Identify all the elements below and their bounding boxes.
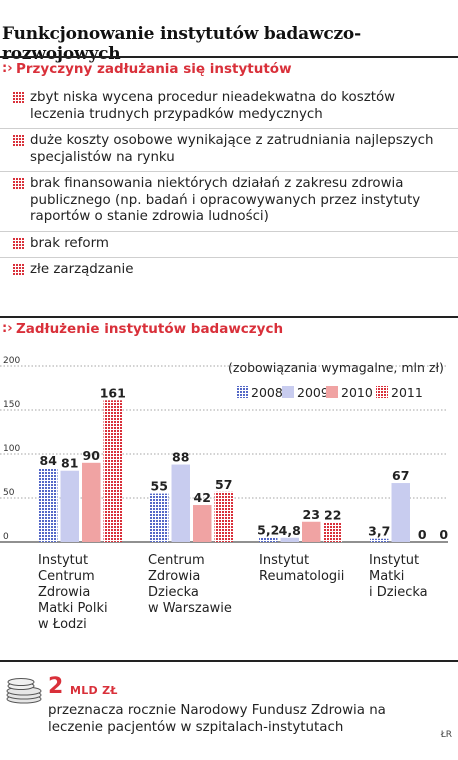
- legend-swatch: [326, 386, 338, 398]
- reasons-section-header: :› Przyczyny zadłużania się instytutów: [0, 56, 458, 78]
- category-label-line: Matki: [369, 569, 404, 584]
- debt-chart: 0 50 100 150 200 (zobowiązania wymagalne, ml…: [0, 356, 449, 632]
- chart-bars: [39, 400, 410, 542]
- category-label: Instytut Matki i Dziecka: [369, 553, 428, 600]
- data-label: 88: [172, 450, 189, 465]
- fund-unit: MLD ZŁ: [70, 684, 118, 697]
- data-label: 161: [100, 385, 126, 400]
- category-label: Instytut Reumatologii: [259, 553, 344, 584]
- data-label: 81: [61, 456, 78, 471]
- fund-value: 2: [48, 674, 64, 699]
- chart-unit-note: (zobowiązania wymagalne, mln zł): [228, 360, 444, 375]
- data-label: 42: [194, 490, 211, 505]
- grid-bullet-icon: [13, 178, 24, 189]
- fund-description: przeznacza rocznie Narodowy Fundusz Zdro…: [48, 703, 386, 735]
- bar-2010: [193, 505, 212, 542]
- bar-2011: [103, 400, 122, 542]
- section-marker-icon: :›: [2, 321, 13, 336]
- legend-label: 2008: [251, 385, 283, 400]
- legend-label: 2009: [297, 385, 329, 400]
- bar-2008: [259, 537, 278, 542]
- bar-2010: [302, 521, 321, 542]
- reason-item: złe zarządzanie: [0, 258, 458, 284]
- reason-text: złe zarządzanie: [30, 262, 134, 277]
- category-label-line: Instytut: [259, 553, 309, 568]
- section-marker-icon: :›: [2, 61, 13, 76]
- y-tick-label: 100: [3, 444, 20, 454]
- bar-2008: [150, 493, 169, 542]
- bar-2009: [280, 537, 299, 542]
- y-tick-label: 150: [3, 400, 20, 410]
- reasons-list: zbyt niska wycena procedur nieadekwatna …: [0, 86, 458, 284]
- reason-item: brak reform: [0, 232, 458, 258]
- grid-bullet-icon: [13, 264, 24, 275]
- category-label: Centrum Zdrowia Dziecka w Warszawie: [148, 553, 232, 616]
- data-label: 55: [151, 479, 168, 494]
- legend-swatch: [236, 386, 248, 398]
- grid-bullet-icon: [13, 92, 24, 103]
- data-label: 57: [215, 477, 232, 492]
- category-label-line: Zdrowia: [38, 585, 90, 600]
- coins-icon: [6, 678, 42, 704]
- reason-text: duże koszty osobowe wynikające z zatrudn…: [30, 133, 434, 165]
- reason-item: zbyt niska wycena procedur nieadekwatna …: [0, 86, 458, 129]
- category-label-line: Matki Polki: [38, 601, 108, 616]
- data-label: 90: [83, 448, 101, 463]
- category-label-line: Reumatologii: [259, 569, 344, 584]
- legend-swatch: [282, 386, 294, 398]
- data-label: 0: [439, 527, 448, 542]
- category-label-line: i Dziecka: [369, 585, 428, 600]
- category-label-line: Zdrowia: [148, 569, 200, 584]
- data-label: 84: [40, 453, 58, 468]
- author-credit: ŁR: [440, 730, 452, 740]
- y-tick-label: 50: [3, 488, 15, 498]
- reason-text: brak finansowania niektórych działań z z…: [30, 176, 421, 224]
- data-label: 0: [418, 527, 427, 542]
- debt-section-header: :› Zadłużenie instytutów badawczych: [0, 316, 458, 338]
- reason-item: brak finansowania niektórych działań z z…: [0, 172, 458, 232]
- y-tick-label: 0: [3, 532, 9, 542]
- category-label-line: Instytut: [369, 553, 419, 568]
- data-label: 22: [324, 508, 341, 523]
- data-label: 3,7: [368, 524, 390, 539]
- category-label: Instytut Centrum Zdrowia Matki Polki w Łodzi: [38, 553, 108, 632]
- grid-bullet-icon: [13, 135, 24, 146]
- debt-heading: Zadłużenie instytutów badawczych: [16, 321, 284, 337]
- bar-2009: [391, 483, 410, 542]
- reason-text: zbyt niska wycena procedur nieadekwatna …: [30, 90, 396, 122]
- category-label-line: Centrum: [38, 569, 95, 584]
- page-title: Funkcjonowanie instytutów badawczo-rozwo…: [2, 24, 361, 64]
- bar-2011: [323, 522, 342, 542]
- data-label: 4,8: [279, 523, 301, 538]
- bar-2011: [214, 491, 233, 542]
- bar-2010: [82, 462, 101, 542]
- category-label-line: w Łodzi: [38, 617, 87, 632]
- data-label: 67: [392, 468, 409, 483]
- legend-swatch: [376, 386, 388, 398]
- category-label-line: Centrum: [148, 553, 205, 568]
- data-label: 23: [303, 507, 320, 522]
- chart-legend: 2008 2009 2010 2011: [236, 385, 423, 400]
- legend-label: 2010: [341, 385, 373, 400]
- reason-text: brak reform: [30, 235, 109, 251]
- category-label-line: Instytut: [38, 553, 88, 568]
- reason-item: duże koszty osobowe wynikające z zatrudn…: [0, 129, 458, 172]
- bar-2008: [39, 468, 58, 542]
- grid-bullet-icon: [13, 237, 24, 249]
- legend-label: 2011: [391, 385, 423, 400]
- bar-2008: [370, 538, 389, 542]
- y-tick-label: 200: [3, 356, 20, 366]
- reasons-heading: Przyczyny zadłużania się instytutów: [16, 61, 292, 77]
- bottom-divider: [0, 660, 458, 662]
- category-label-line: Dziecka: [148, 585, 199, 600]
- category-label-line: w Warszawie: [148, 601, 232, 616]
- bar-2009: [171, 464, 190, 542]
- chart-data-labels: 84 81 90 161 55 88 42 57 5,2 4,823 22 3,7 67 0 0: [40, 385, 449, 542]
- data-label: 5,2: [257, 522, 279, 537]
- bar-2009: [60, 470, 79, 542]
- chart-category-labels: Instytut Centrum Zdrowia Matki Polki w Łodzi…: [38, 553, 428, 632]
